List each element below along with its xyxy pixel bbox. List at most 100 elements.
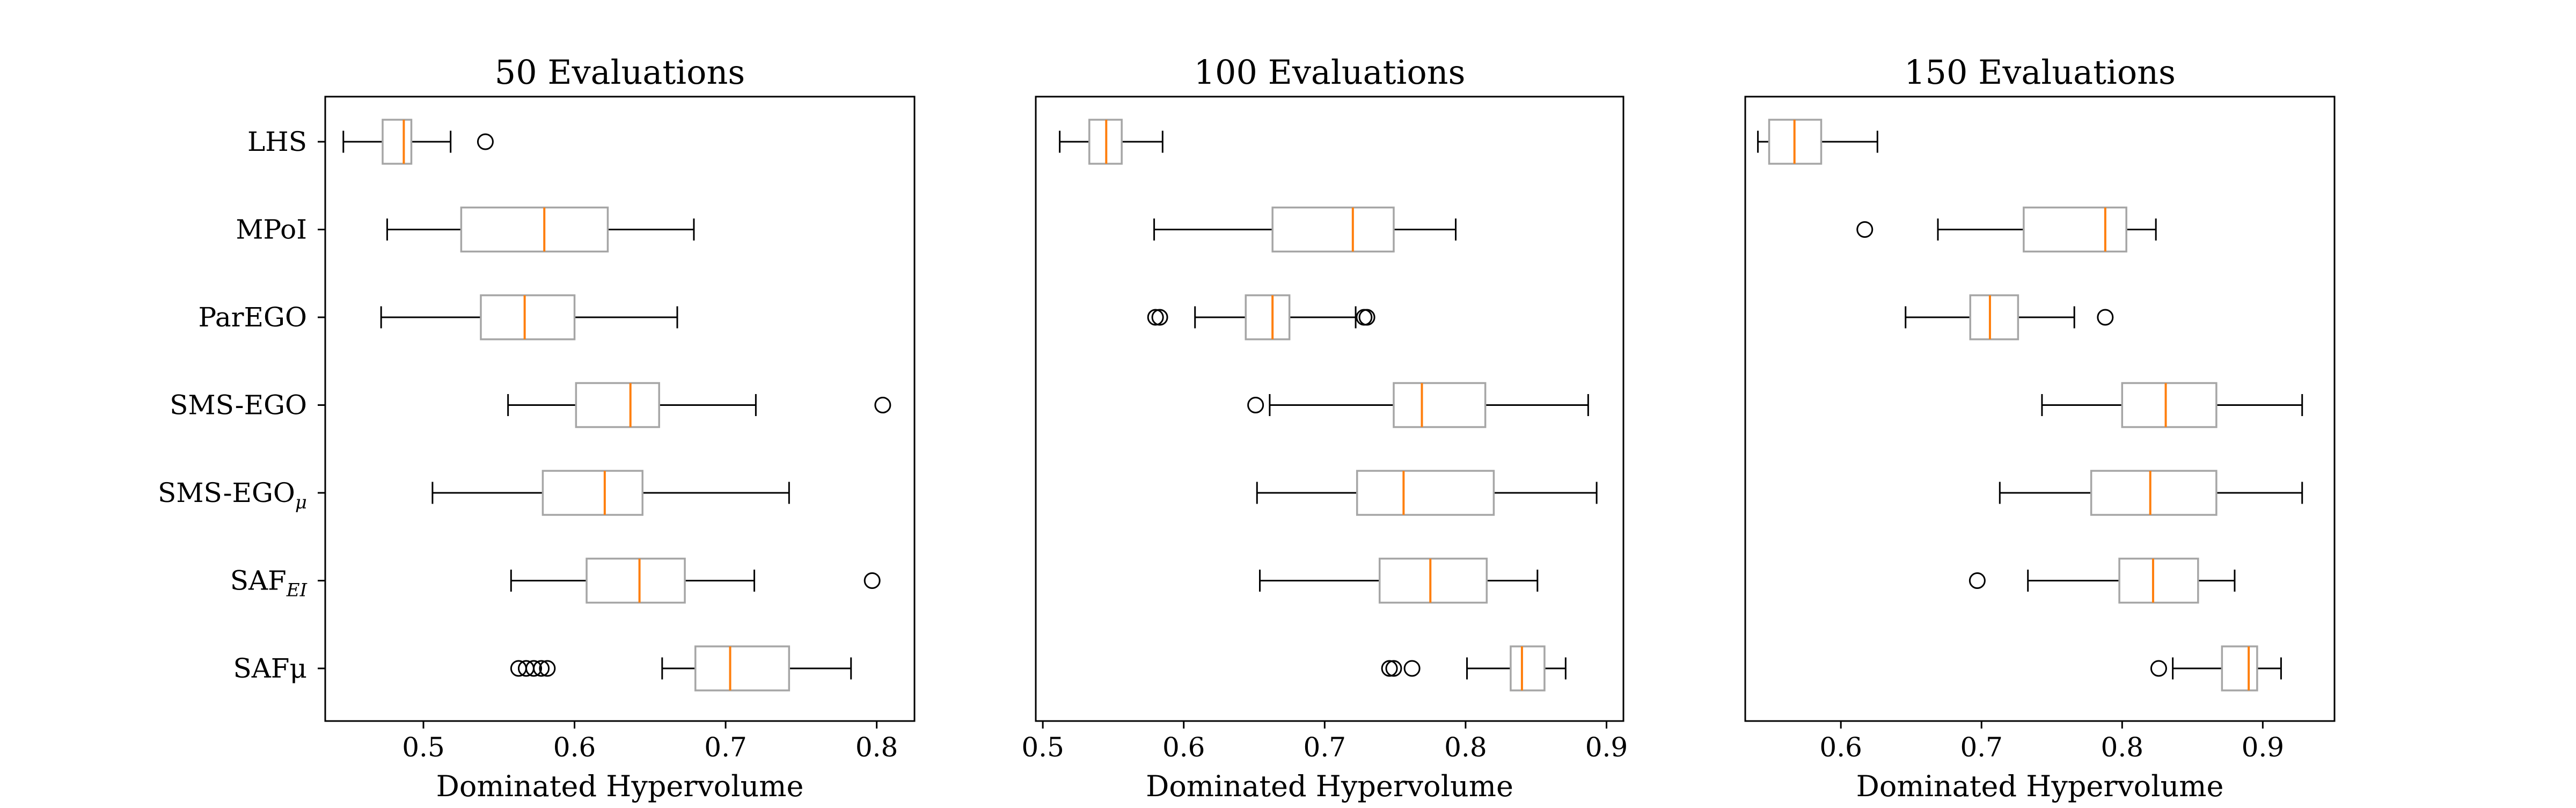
outlier-point: [1151, 309, 1168, 326]
outlier-point: [2150, 660, 2167, 677]
box-sms-ego-: [1999, 470, 2303, 516]
iqr-box: [480, 294, 576, 340]
box-parego: [380, 294, 678, 340]
panel-1: 50 Evaluations 0.5 0.6 0.7 0.8 Dominated Hype…: [158, 53, 916, 803]
category-label-text: SMS-EGO: [170, 390, 307, 421]
box-sms-ego: [1247, 382, 1589, 428]
outlier-point: [1856, 221, 1874, 238]
panel-3: 150 Evaluations 0.6 0.7 0.8 0.9 Dominated Hyp…: [1744, 53, 2336, 803]
outlier-point: [874, 397, 891, 413]
iqr-box: [1271, 206, 1395, 253]
box-mpoi: [1153, 206, 1457, 253]
x-tick-label: 0.6: [1162, 732, 1205, 763]
outlier-point: [1403, 660, 1421, 677]
box-lhs: [342, 119, 494, 165]
iqr-box: [2221, 645, 2258, 691]
category-label: ParEGO: [198, 302, 307, 333]
box-saf-: [510, 645, 852, 691]
x-tick-label: 0.6: [553, 732, 596, 763]
box-safei: [510, 557, 881, 604]
box-sms-ego: [507, 382, 891, 428]
iqr-box: [2023, 206, 2127, 253]
x-tick-label: 0.8: [2101, 732, 2144, 763]
iqr-box: [2090, 470, 2218, 516]
box-sms-ego-: [431, 470, 790, 516]
iqr-box: [1245, 294, 1291, 340]
outlier-point: [1385, 660, 1402, 677]
category-label: SMS-EGO: [170, 390, 307, 421]
x-tick-label: 0.7: [704, 732, 747, 763]
x-tick-label: 0.8: [855, 732, 898, 763]
category-label-subscript: EI: [286, 580, 308, 601]
category-label: SMS-EGOμ: [158, 477, 307, 513]
outlier-point: [525, 660, 543, 677]
box-lhs: [1757, 119, 1878, 165]
iqr-box: [382, 119, 413, 165]
outlier-point: [1968, 572, 1986, 589]
x-tick-label: 0.8: [1444, 732, 1487, 763]
iqr-box: [694, 645, 791, 691]
iqr-box: [575, 382, 660, 428]
iqr-box: [586, 557, 686, 604]
chart-title: 100 Evaluations: [1194, 53, 1466, 92]
iqr-box: [1510, 645, 1546, 691]
x-tick-label: 0.9: [2242, 732, 2285, 763]
x-axis-label: Dominated Hypervolume: [1146, 769, 1513, 803]
box-saf-: [1381, 645, 1567, 691]
box-lhs: [1059, 119, 1163, 165]
x-tick-label: 0.7: [1960, 732, 2003, 763]
category-label-text: ParEGO: [198, 302, 307, 333]
outlier-point: [2097, 309, 2114, 326]
category-label-text: SMS-EGO: [158, 477, 295, 508]
iqr-box: [1356, 470, 1495, 516]
iqr-box: [541, 470, 643, 516]
chart-title: 150 Evaluations: [1904, 53, 2176, 92]
category-label-text: SAFμ: [233, 653, 307, 684]
outlier-point: [1381, 660, 1398, 677]
category-label: MPoI: [236, 214, 307, 245]
category-label-text: SAF: [230, 565, 287, 596]
category-label: SAFμ: [233, 653, 307, 684]
outlier-point: [1247, 397, 1264, 413]
box-safei: [1968, 557, 2236, 604]
axes-frame: [1035, 96, 1624, 722]
x-axis-label: Dominated Hypervolume: [1856, 769, 2224, 803]
category-label: SAFEI: [230, 565, 308, 601]
outlier-point: [1147, 309, 1164, 326]
axes-frame: [324, 96, 916, 722]
category-label-text: LHS: [247, 126, 307, 157]
category-label-subscript: μ: [295, 492, 307, 513]
x-tick-label: 0.7: [1304, 732, 1346, 763]
iqr-box: [1378, 557, 1488, 604]
x-tick-label: 0.9: [1585, 732, 1628, 763]
x-tick-label: 0.5: [402, 732, 445, 763]
box-mpoi: [1856, 206, 2157, 253]
outlier-point: [863, 572, 881, 589]
box-sms-ego: [2041, 382, 2303, 428]
iqr-box: [2118, 557, 2199, 604]
box-mpoi: [386, 206, 695, 253]
box-safei: [1259, 557, 1539, 604]
x-tick-label: 0.6: [1819, 732, 1862, 763]
chart-title: 50 Evaluations: [495, 53, 745, 92]
x-axis-label: Dominated Hypervolume: [436, 769, 804, 803]
iqr-box: [1393, 382, 1487, 428]
box-sms-ego-: [1256, 470, 1598, 516]
iqr-box: [1969, 294, 2019, 340]
outlier-point: [533, 660, 550, 677]
category-label-text: MPoI: [236, 214, 307, 245]
category-label: LHS: [247, 126, 307, 157]
box-saf-: [2150, 645, 2282, 691]
outlier-point: [539, 660, 556, 677]
panel-2: 100 Evaluations 0.5 0.6 0.7 0.8 0.9 Dominated …: [1021, 53, 1628, 803]
x-tick-label: 0.5: [1021, 732, 1064, 763]
box-parego: [1905, 294, 2114, 340]
box-parego: [1147, 294, 1375, 340]
iqr-box: [460, 206, 609, 253]
outlier-point: [477, 133, 494, 150]
axes-frame: [1744, 96, 2336, 722]
outlier-point: [1358, 309, 1375, 326]
iqr-box: [2121, 382, 2218, 428]
